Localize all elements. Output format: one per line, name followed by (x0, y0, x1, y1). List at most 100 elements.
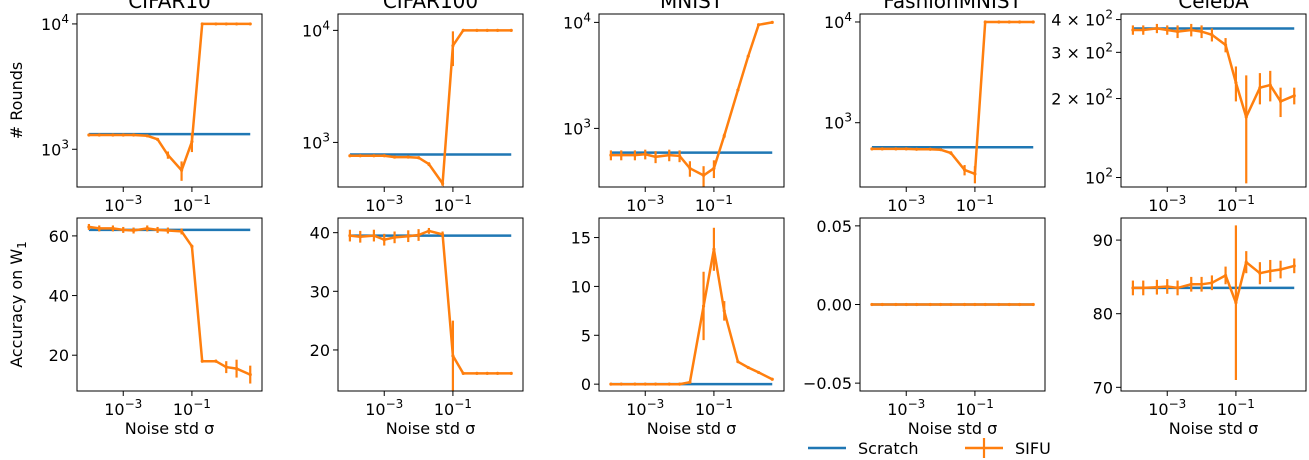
sifu-point (97, 226, 101, 231)
sifu-point (1268, 269, 1272, 273)
sifu-point (609, 153, 613, 157)
y-tick-label: 104 (302, 18, 330, 40)
sifu-point (416, 156, 421, 160)
sifu-point (145, 134, 149, 138)
sifu-point (973, 302, 977, 307)
y-tick-label: 70 (1093, 378, 1113, 397)
sifu-point (427, 162, 431, 166)
y-tick-label: 20 (49, 346, 69, 365)
sifu-point (190, 244, 194, 248)
sifu-point (746, 365, 750, 370)
sifu-point (756, 23, 761, 27)
panel-title: CelebA (1178, 0, 1249, 13)
sifu-point (121, 133, 125, 137)
sifu-point (131, 133, 136, 137)
sifu-point (712, 247, 716, 251)
sifu-point (406, 155, 410, 159)
x-tick-label: 10−3 (365, 397, 403, 419)
x-tick-label: 10−1 (434, 193, 472, 215)
sifu-point (619, 382, 623, 386)
sifu-point (870, 147, 874, 151)
sifu-point (653, 155, 658, 159)
sifu-point (166, 153, 170, 157)
sifu-point (770, 377, 774, 381)
sifu-point (451, 354, 455, 358)
y-tick-label: 103 (824, 111, 852, 133)
sifu-point (234, 367, 239, 371)
x-tick-label: 10−3 (1148, 397, 1186, 419)
sifu-line (349, 29, 512, 187)
sifu-point (746, 54, 750, 58)
sifu-point (688, 166, 692, 170)
y-tick-label: 104 (41, 12, 69, 34)
sifu-point (677, 154, 682, 158)
sifu-point (131, 228, 136, 233)
sifu-point (1141, 286, 1145, 290)
axes-frame (598, 217, 785, 392)
sifu-point (880, 302, 884, 307)
sifu-point (928, 147, 932, 151)
sifu-point (495, 371, 500, 376)
sifu-point (485, 28, 489, 32)
sifu-point (1278, 267, 1283, 272)
panel-rounds-cifar10: CIFAR10 103 104 10−3 10−1 # Rounds (7, 0, 263, 215)
sifu-point (1292, 94, 1296, 98)
legend-scratch-label: Scratch (858, 439, 919, 458)
sifu-point (1165, 284, 1169, 289)
sifu-point (358, 154, 362, 158)
sifu-point (155, 228, 160, 232)
sifu-point (1155, 26, 1159, 31)
y-tick-label: 103 (41, 137, 69, 159)
sifu-point (214, 22, 218, 26)
sifu-point (179, 168, 184, 172)
sifu-point (427, 229, 431, 233)
sifu-point (451, 44, 455, 48)
sifu-point (619, 153, 623, 157)
sifu-point (914, 302, 919, 307)
sifu-line (610, 249, 773, 386)
sifu-point (894, 147, 898, 151)
sifu-line (88, 22, 251, 173)
sifu-point (870, 302, 874, 307)
sifu-point (200, 22, 204, 26)
sifu-point (416, 233, 421, 237)
sifu-point (949, 302, 953, 307)
sifu-point (1131, 28, 1135, 32)
sifu-point (1031, 302, 1035, 307)
sifu-point (509, 28, 513, 32)
sifu-point (348, 154, 352, 158)
sifu-point (722, 309, 726, 313)
sifu-point (475, 28, 479, 32)
sifu-line (871, 20, 1034, 176)
sifu-point (440, 181, 445, 186)
y-axis-label: Accuracy on W1 (7, 241, 29, 368)
sifu-point (688, 380, 692, 384)
panel-rounds-cifar100: CIFAR100 103 104 10−3 10−1 (302, 0, 524, 215)
sifu-point (736, 88, 740, 92)
sifu-point (643, 382, 647, 386)
sifu-point (224, 365, 228, 369)
x-tick-label: 10−1 (434, 397, 472, 419)
sifu-point (962, 302, 967, 307)
sifu-point (701, 304, 706, 308)
axes-frame (1120, 13, 1307, 188)
sifu-point (1258, 86, 1262, 90)
y-tick-label: 4 × 102 (1051, 8, 1113, 30)
y-tick-label: 103 (302, 130, 330, 152)
sifu-point (406, 234, 410, 238)
y-tick-label: 40 (310, 224, 330, 243)
sifu-point (633, 382, 637, 386)
sifu-point (667, 382, 671, 386)
sifu-point (938, 302, 943, 307)
sifu-point (214, 359, 218, 363)
x-tick-label: 10−1 (1217, 397, 1255, 419)
y-tick-label: 104 (563, 10, 591, 32)
sifu-point (701, 173, 706, 178)
y-tick-label: 60 (49, 227, 69, 246)
sifu-point (1268, 83, 1272, 87)
sifu-point (1210, 33, 1214, 37)
sifu-point (1165, 28, 1169, 32)
